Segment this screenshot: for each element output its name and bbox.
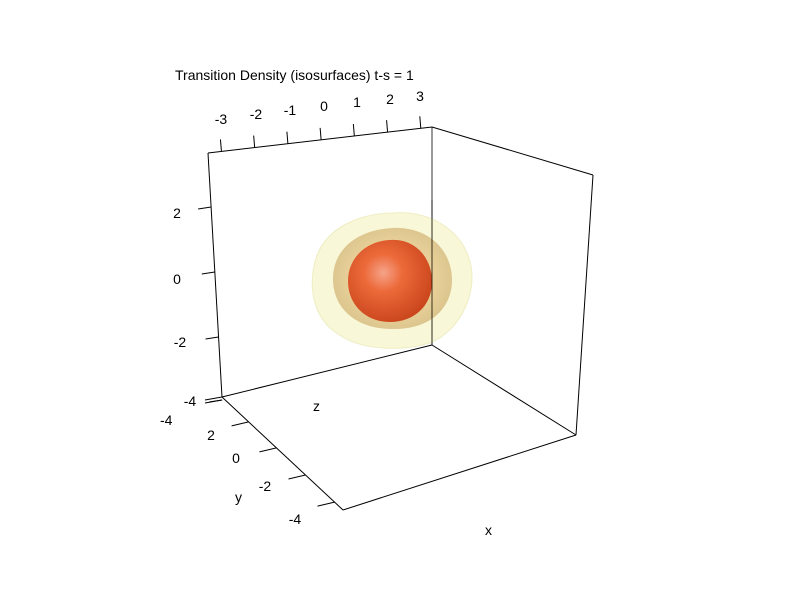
z-axis-label: z — [313, 398, 320, 414]
z-tick-label: -4 — [184, 393, 197, 409]
y-tick — [317, 501, 335, 507]
box-edge — [575, 174, 594, 436]
z-tick — [198, 206, 212, 210]
x-tick — [352, 123, 355, 137]
x-tick — [253, 135, 256, 148]
y-tick-label: -2 — [259, 478, 272, 494]
isosurfaces — [311, 212, 473, 349]
x-tick-label: 2 — [386, 91, 394, 107]
x-tick — [419, 116, 422, 129]
z-tick-label: 0 — [173, 271, 181, 287]
box-edge — [431, 344, 577, 436]
z-tick — [204, 396, 223, 401]
x-tick — [286, 131, 289, 144]
z-tick-label: -2 — [174, 334, 187, 350]
box-edge — [221, 344, 433, 398]
bounding-box-front — [207, 126, 594, 511]
isosurface-inner — [348, 239, 433, 322]
x-tick-label: 1 — [353, 94, 361, 110]
box-edge — [221, 396, 344, 511]
x-tick-label: 0 — [320, 98, 328, 114]
x-tick-label: -2 — [250, 106, 263, 122]
z-tick — [201, 271, 215, 275]
chart-title: Transition Density (isosurfaces) t-s = 1 — [175, 67, 414, 83]
y-tick-label: -4 — [289, 511, 302, 527]
z-tick-label: 2 — [173, 205, 181, 221]
z-tick — [205, 336, 219, 340]
box-edge — [207, 152, 223, 398]
x-tick — [219, 139, 222, 152]
x-tick — [386, 120, 389, 133]
x-tick-label: -3 — [215, 111, 228, 127]
x-tick-label: 3 — [416, 88, 424, 104]
extra-tick-label: -4 — [160, 412, 173, 428]
y-tick — [231, 421, 249, 427]
axis-ticks — [198, 116, 422, 507]
x-tick-label: -1 — [284, 102, 297, 118]
box-edge — [431, 126, 594, 176]
y-axis-label: y — [235, 489, 242, 505]
y-tick-label: 0 — [232, 450, 240, 466]
box-edge — [342, 434, 577, 511]
x-tick — [319, 127, 322, 140]
box-edge — [207, 126, 433, 154]
y-tick — [204, 399, 223, 404]
x-axis-label: x — [485, 522, 492, 538]
y-tick — [288, 474, 306, 480]
labels: Transition Density (isosurfaces) t-s = 1… — [160, 67, 492, 538]
y-tick-label: 2 — [207, 427, 215, 443]
y-tick — [259, 447, 277, 453]
